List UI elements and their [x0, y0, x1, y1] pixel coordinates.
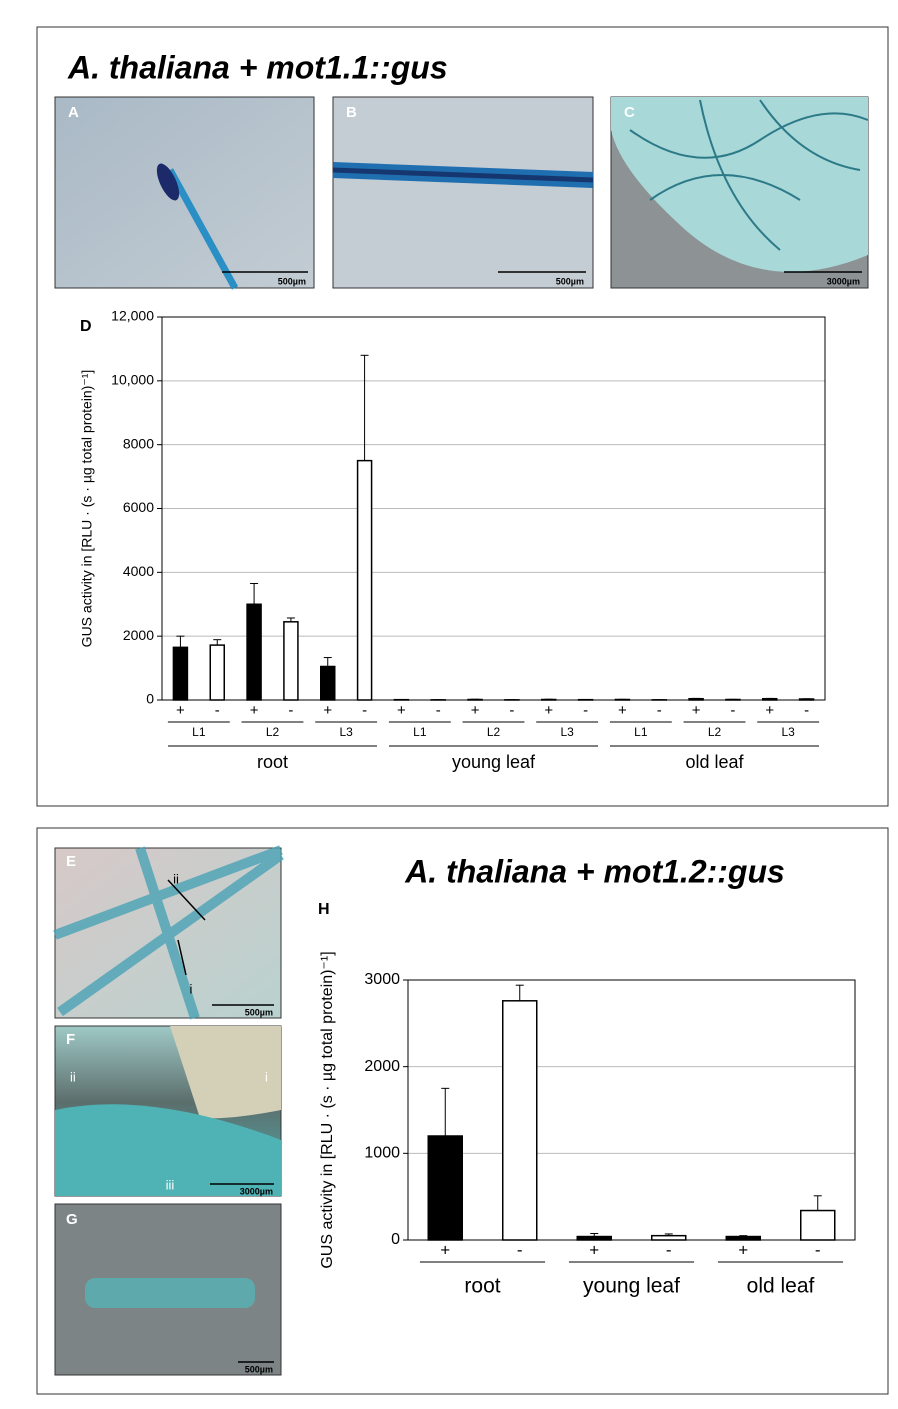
series-sign: -: [666, 1240, 672, 1259]
y-tick-label: 3000: [364, 971, 400, 988]
panel-label: B: [346, 104, 357, 121]
plot-frame: [407, 979, 856, 1241]
annotation: ii: [70, 1069, 76, 1084]
series-sign: +: [618, 702, 627, 719]
series-sign: +: [544, 702, 553, 719]
series-sign: -: [362, 702, 367, 719]
x-tick-label: L1: [192, 725, 206, 739]
series-sign: -: [804, 702, 809, 719]
y-tick-label: 2000: [364, 1058, 400, 1075]
scale-bar-label: 3000µm: [827, 276, 860, 286]
series-sign: +: [250, 702, 259, 719]
bar: [320, 665, 336, 701]
y-tick-label: 12,000: [111, 308, 154, 324]
scale-bar-label: 500µm: [245, 1007, 273, 1017]
bar: [800, 1209, 836, 1241]
group-label: old leaf: [685, 752, 744, 772]
x-tick-label: L3: [560, 725, 574, 739]
title: A. thaliana + mot1.2::gus: [404, 853, 785, 889]
bar: [798, 698, 815, 701]
x-tick-label: L1: [413, 725, 427, 739]
series-sign: -: [215, 702, 220, 719]
photo: F ii i iii 3000µm: [54, 1025, 282, 1197]
bar: [651, 1234, 687, 1241]
bar: [427, 1135, 463, 1241]
scale-bar-label: 500µm: [278, 276, 306, 286]
series-sign: -: [436, 702, 441, 719]
annotation: iii: [166, 1177, 175, 1192]
series-sign: -: [815, 1240, 821, 1259]
y-axis-label: GUS activity in [RLU · (s · µg total pro…: [79, 370, 95, 648]
series-sign: +: [323, 702, 332, 719]
scale-bar-label: 500µm: [556, 276, 584, 286]
x-tick-label: L3: [339, 725, 353, 739]
bar: [356, 459, 373, 701]
panel-frame: [36, 827, 889, 1395]
y-axis-label: GUS activity in [RLU · (s · µg total pro…: [319, 951, 336, 1268]
scale-bar-label: 3000µm: [240, 1186, 273, 1196]
photo: E ii i 500µm: [53, 845, 284, 1020]
bar: [209, 644, 225, 701]
y-tick-label: 10,000: [111, 372, 154, 388]
series-sign: -: [288, 702, 293, 719]
bar: [172, 646, 189, 701]
panel-label: H: [318, 901, 330, 918]
scale-bar-label: 500µm: [245, 1364, 273, 1374]
annotation: i: [265, 1069, 268, 1084]
bar: [688, 697, 704, 701]
bar: [762, 697, 778, 701]
series-sign: -: [657, 702, 662, 719]
x-tick-label: old leaf: [747, 1275, 815, 1298]
x-tick-label: L2: [487, 725, 501, 739]
series-sign: +: [471, 702, 480, 719]
plot-frame: [161, 316, 826, 701]
x-tick-label: L1: [634, 725, 648, 739]
bar: [725, 1235, 761, 1241]
x-tick-label: root: [464, 1275, 500, 1298]
title: A. thaliana + mot1.1::gus: [67, 49, 448, 85]
series-sign: +: [176, 702, 185, 719]
x-tick-label: L2: [708, 725, 722, 739]
series-sign: +: [397, 702, 406, 719]
bar: [246, 603, 262, 701]
y-tick-label: 0: [146, 691, 154, 707]
y-tick-label: 1000: [364, 1145, 400, 1162]
panel-label: A: [68, 104, 79, 121]
group-label: root: [257, 752, 288, 772]
series-sign: +: [440, 1240, 450, 1259]
photo: A 500µm: [54, 96, 315, 290]
y-tick-label: 4000: [123, 563, 154, 579]
series-sign: -: [730, 702, 735, 719]
series-sign: +: [765, 702, 774, 719]
photo: C 3000µm: [610, 96, 869, 289]
annotation: i: [190, 981, 193, 996]
bar: [283, 621, 299, 701]
y-tick-label: 8000: [123, 435, 154, 451]
y-tick-label: 2000: [123, 627, 154, 643]
group-label: young leaf: [452, 752, 536, 772]
series-sign: +: [589, 1240, 599, 1259]
panel-label: F: [66, 1031, 75, 1048]
series-sign: -: [517, 1240, 523, 1259]
panel-frame: [36, 26, 889, 807]
x-tick-label: L3: [781, 725, 795, 739]
series-sign: -: [509, 702, 514, 719]
series-sign: +: [738, 1240, 748, 1259]
bar: [576, 1235, 612, 1241]
panel-label: E: [66, 853, 76, 870]
series-sign: -: [583, 702, 588, 719]
x-tick-label: L2: [266, 725, 280, 739]
y-tick-label: 0: [391, 1231, 400, 1248]
photo: G 500µm: [54, 1203, 282, 1376]
annotation: ii: [173, 871, 179, 886]
x-tick-label: young leaf: [583, 1275, 680, 1298]
panel-label: D: [80, 318, 92, 335]
panel-label: G: [66, 1211, 78, 1228]
y-tick-label: 6000: [123, 499, 154, 515]
series-sign: +: [692, 702, 701, 719]
panel-label: C: [624, 104, 635, 121]
photo: B 500µm: [332, 96, 594, 289]
bar: [502, 1000, 538, 1241]
